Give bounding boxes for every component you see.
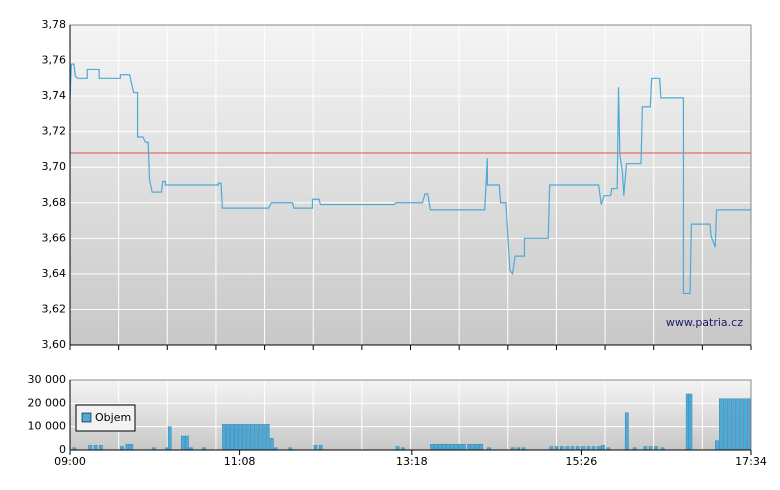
- volume-bar: [222, 424, 226, 451]
- volume-bar: [738, 398, 743, 451]
- volume-bar: [129, 443, 134, 451]
- price-line: [69, 63, 751, 295]
- volume-bar: [434, 443, 438, 451]
- volume-bar: [746, 398, 751, 451]
- y-tick-label: 3,76: [42, 54, 67, 67]
- volume-bar: [581, 446, 585, 451]
- volume-bar: [475, 443, 479, 451]
- volume-bar: [93, 445, 98, 451]
- y-tick-label: 20 000: [28, 396, 67, 409]
- legend-swatch: [81, 412, 92, 423]
- volume-bar: [318, 445, 323, 451]
- volume-bar: [654, 446, 658, 451]
- volume-bar: [715, 440, 719, 451]
- volume-bar: [648, 446, 653, 451]
- volume-bar: [226, 424, 230, 451]
- volume-bar: [586, 446, 591, 451]
- volume-bar: [591, 446, 596, 451]
- y-tick-label: 3,64: [42, 267, 67, 280]
- volume-bar: [467, 443, 471, 451]
- y-tick-label: 3,60: [42, 338, 67, 351]
- volume-bar: [450, 443, 454, 451]
- volume-bar: [597, 446, 601, 451]
- volume-bar: [734, 398, 739, 451]
- volume-bar: [688, 393, 693, 451]
- y-tick-label: 3,70: [42, 160, 67, 173]
- volume-bar: [242, 424, 246, 451]
- volume-bar: [313, 445, 318, 451]
- x-tick-label: 13:18: [396, 455, 428, 468]
- volume-bar: [253, 424, 258, 451]
- watermark: www.patria.cz: [666, 316, 743, 329]
- volume-bar: [234, 424, 238, 451]
- y-tick-label: 30 000: [28, 373, 67, 386]
- x-tick-label: 15:26: [566, 455, 598, 468]
- volume-bar: [722, 398, 727, 451]
- volume-bar: [167, 426, 172, 451]
- volume-bar: [120, 446, 124, 451]
- y-tick-label: 3,72: [42, 125, 67, 138]
- y-tick-label: 3,66: [42, 231, 67, 244]
- y-tick-label: 3,68: [42, 196, 67, 209]
- y-tick-label: 0: [59, 443, 66, 456]
- volume-bar: [549, 446, 554, 451]
- volume-bar: [454, 443, 458, 451]
- volume-bar: [643, 446, 648, 451]
- volume-bar: [461, 443, 466, 451]
- y-tick-label: 3,78: [42, 18, 67, 31]
- y-tick-label: 10 000: [28, 420, 67, 433]
- volume-bar: [249, 424, 254, 451]
- legend: Objem: [75, 404, 136, 432]
- volume-bar: [257, 424, 262, 451]
- volume-bar: [554, 446, 559, 451]
- y-tick-label: 3,74: [42, 89, 67, 102]
- volume-bar: [269, 438, 274, 451]
- volume-bar: [430, 443, 434, 451]
- volume-bar: [457, 443, 462, 451]
- volume-bar: [719, 398, 723, 451]
- volume-bar: [624, 412, 629, 451]
- volume-bar: [560, 446, 564, 451]
- x-tick-label: 11:08: [224, 455, 256, 468]
- volume-bar: [238, 424, 242, 451]
- volume-bar: [98, 445, 103, 451]
- volume-bar: [88, 445, 93, 451]
- legend-label: Objem: [95, 411, 131, 424]
- volume-bar: [471, 443, 475, 451]
- volume-bar: [185, 435, 189, 451]
- volume-bar: [442, 443, 446, 451]
- volume-bar: [230, 424, 234, 451]
- volume-bar: [265, 424, 270, 451]
- y-tick-label: 3,62: [42, 302, 67, 315]
- volume-bar: [438, 443, 442, 451]
- volume-bar: [726, 398, 731, 451]
- volume-bar: [246, 424, 250, 451]
- volume-bar: [261, 424, 266, 451]
- volume-bar: [575, 446, 580, 451]
- volume-bar: [479, 443, 483, 451]
- volume-bar: [565, 446, 570, 451]
- volume-bar: [742, 398, 747, 451]
- volume-bar: [446, 443, 450, 451]
- volume-bar: [730, 398, 735, 451]
- x-tick-label: 09:00: [54, 455, 86, 468]
- volume-bar: [570, 446, 575, 451]
- x-tick-label: 17:34: [735, 455, 767, 468]
- volume-bar: [601, 445, 605, 451]
- volume-bar: [395, 446, 400, 451]
- volume-bar: [181, 435, 185, 451]
- volume-bar: [125, 443, 130, 451]
